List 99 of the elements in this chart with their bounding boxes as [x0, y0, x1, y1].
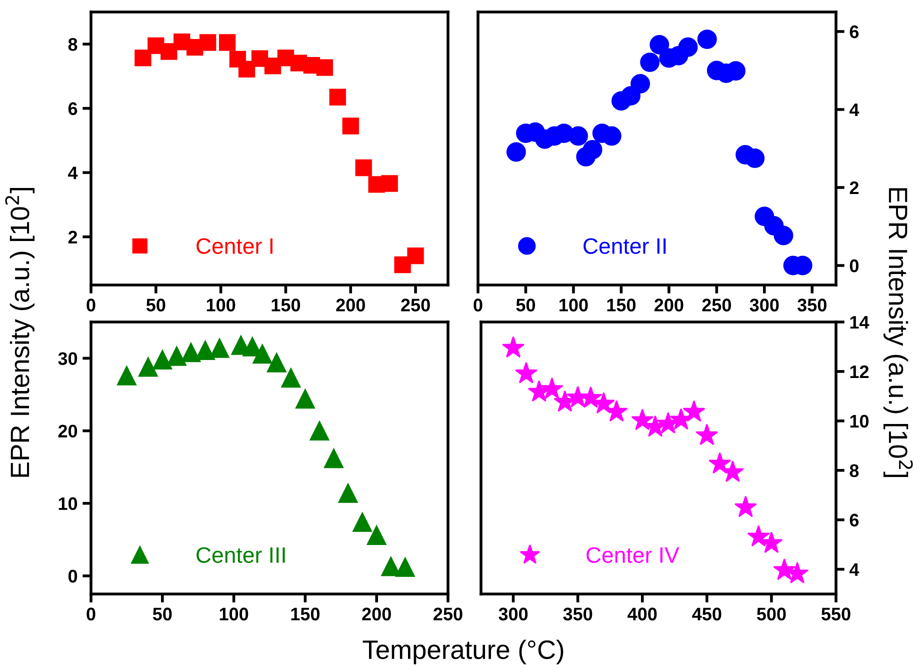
x-tick-label: 50 [146, 298, 166, 312]
point [682, 400, 706, 422]
point [329, 88, 346, 106]
x-tick-label: 100 [206, 298, 236, 312]
y2-tick-label: 4 [849, 563, 860, 576]
point [582, 140, 602, 160]
y2-tick-label: 0 [850, 259, 858, 272]
y2-tick-label: 8 [850, 464, 859, 478]
point [266, 352, 286, 372]
point [134, 50, 152, 66]
point [116, 366, 136, 386]
point [355, 159, 372, 176]
x-tick-label: 50 [152, 608, 172, 620]
point [238, 60, 256, 78]
x-tick-label: 200 [362, 608, 391, 620]
point [747, 525, 770, 547]
point [630, 74, 650, 94]
x-tick-label: 0 [86, 298, 96, 312]
x-tick-label: 100 [220, 608, 248, 620]
y-tick-label: 10 [58, 497, 78, 510]
x-tick-label: 300 [750, 298, 779, 312]
point [316, 59, 334, 76]
x-tick-label: 0 [474, 298, 482, 312]
y-axis-title: EPR Intensity (a.u.) [10$^{2}$] [5, 188, 35, 477]
point [678, 37, 698, 57]
x-tick-label: 150 [272, 298, 300, 312]
point [295, 389, 315, 409]
point [160, 43, 178, 60]
x-tick-label: 200 [336, 298, 365, 312]
y2-tick-label: 14 [850, 316, 870, 329]
x-tick-label: 400 [628, 608, 657, 620]
point [640, 52, 660, 72]
point [200, 34, 216, 51]
point [708, 452, 732, 474]
point [166, 346, 186, 366]
point [338, 483, 358, 503]
x-tick-label: 0 [86, 608, 96, 620]
point [152, 350, 172, 370]
x-tick-label: 50 [516, 298, 536, 312]
point [352, 512, 372, 532]
point [734, 496, 757, 518]
legend-label: Center I [196, 238, 272, 254]
x-tick-label: 350 [797, 298, 826, 312]
x-tick-label: 350 [563, 608, 592, 620]
point [696, 424, 718, 446]
point [506, 142, 526, 162]
point [310, 421, 330, 441]
y-tick-label: 6 [68, 102, 78, 116]
point [502, 336, 525, 358]
point [631, 408, 654, 430]
y-tick-label: 4 [68, 166, 78, 180]
y2-tick-label: 6 [850, 514, 859, 527]
point [407, 247, 424, 264]
x-tick-label: 200 [654, 298, 684, 312]
point [218, 34, 236, 51]
point [745, 148, 765, 168]
point [568, 126, 588, 146]
y2-tick-label: 4 [849, 104, 860, 116]
x-tick-label: 300 [498, 608, 528, 620]
x-tick-label: 100 [560, 298, 588, 312]
y-tick-label: 8 [68, 38, 78, 51]
x-tick-label: 550 [821, 608, 850, 620]
point [324, 448, 344, 468]
point [774, 226, 794, 246]
y2-tick-label: 10 [850, 414, 869, 428]
x-tick-label: 150 [607, 298, 636, 312]
x-tick-label: 250 [434, 608, 462, 620]
legend-label: Center IV [586, 547, 680, 563]
x-tick-label: 500 [756, 608, 786, 620]
point [650, 35, 670, 54]
point [366, 526, 386, 545]
x-tick-label: 250 [702, 298, 731, 312]
x-axis-title: Temperature (°C) [362, 640, 564, 664]
x-tick-label: 250 [401, 298, 430, 312]
point [381, 175, 398, 192]
point [514, 362, 538, 384]
legend-label: Center II [584, 238, 666, 254]
point [252, 344, 272, 364]
y2-tick-label: 2 [850, 181, 859, 194]
point [773, 558, 796, 580]
y-tick-label: 30 [58, 352, 78, 366]
point [395, 557, 415, 577]
point [540, 377, 564, 399]
legend-label: Center III [196, 547, 285, 563]
y-tick-label: 0 [68, 570, 78, 583]
point [138, 357, 158, 377]
point [281, 368, 301, 388]
y-tick-label: 2 [68, 230, 78, 244]
y2-tick-label: 6 [850, 25, 859, 38]
point [210, 338, 230, 358]
y2-tick-label: 12 [850, 365, 869, 378]
point [181, 342, 201, 362]
y-tick-label: 20 [58, 424, 78, 438]
point [196, 340, 215, 360]
x-tick-label: 150 [291, 608, 320, 620]
y2-axis-title: EPR Intensity (a.u.) [10$^{2}$] [883, 188, 913, 478]
point [697, 30, 717, 50]
point [342, 118, 359, 134]
x-tick-label: 450 [692, 608, 722, 620]
